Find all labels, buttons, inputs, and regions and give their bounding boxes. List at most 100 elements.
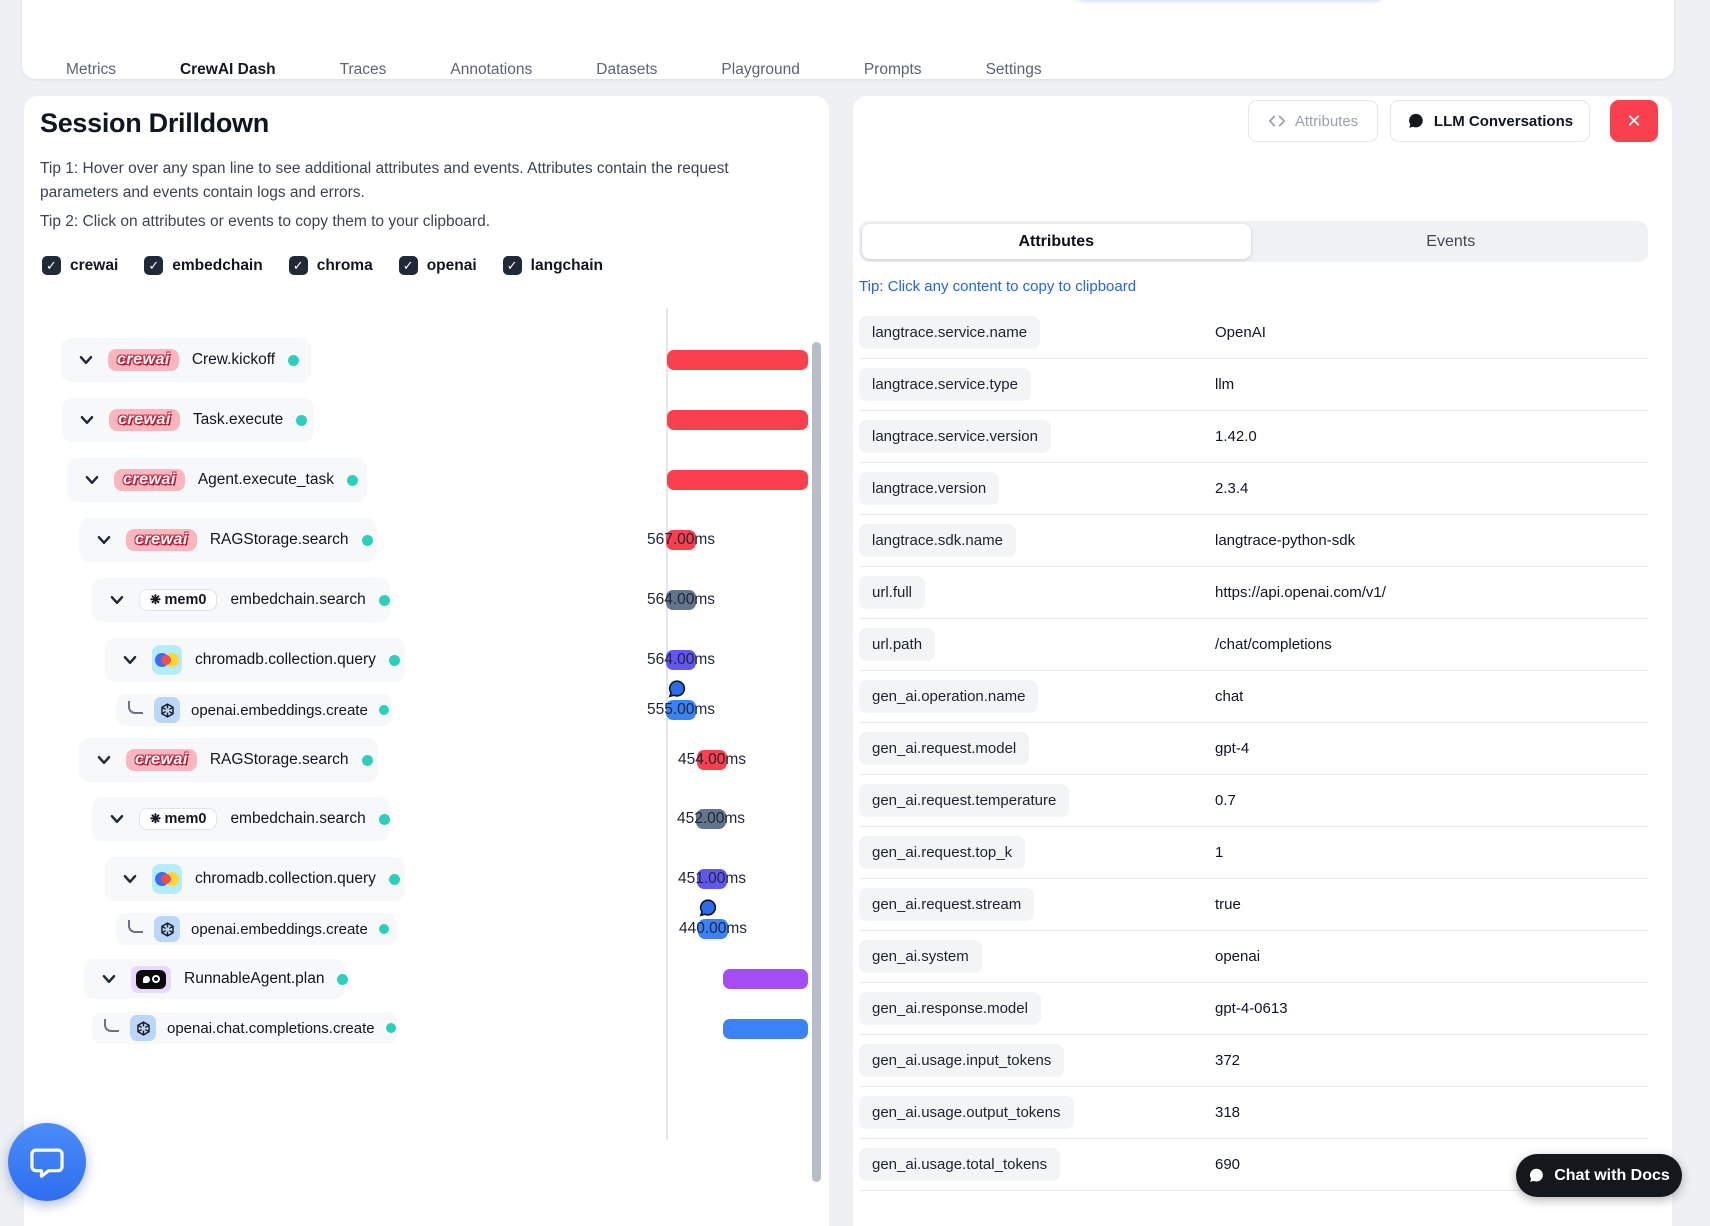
span-duration-bar[interactable] xyxy=(666,530,696,550)
attribute-value[interactable]: 2.3.4 xyxy=(1215,480,1249,497)
attribute-key[interactable]: gen_ai.system xyxy=(859,940,982,973)
span-duration-bar[interactable] xyxy=(666,650,696,670)
filter-openai[interactable]: openai xyxy=(398,256,477,275)
attribute-value[interactable]: gpt-4-0613 xyxy=(1215,1000,1288,1017)
chevron-down-icon[interactable] xyxy=(121,870,139,888)
chevron-down-icon[interactable] xyxy=(108,810,126,828)
attribute-value[interactable]: langtrace-python-sdk xyxy=(1215,532,1356,549)
attribute-value[interactable]: https://api.openai.com/v1/ xyxy=(1215,584,1386,601)
filter-crewai[interactable]: crewai xyxy=(42,256,118,275)
attributes-events-tabs: Attributes Events xyxy=(859,221,1648,262)
attribute-key[interactable]: url.path xyxy=(859,628,936,661)
vertical-scrollbar[interactable] xyxy=(812,342,821,1182)
attribute-key[interactable]: gen_ai.request.model xyxy=(859,732,1030,765)
filter-langchain[interactable]: langchain xyxy=(502,256,604,275)
attribute-value[interactable]: 1 xyxy=(1215,844,1224,861)
attribute-value[interactable]: 690 xyxy=(1215,1156,1241,1173)
chat-with-docs-button[interactable]: Chat with Docs xyxy=(1516,1154,1682,1197)
attribute-value[interactable]: 0.7 xyxy=(1215,792,1236,809)
attribute-key[interactable]: gen_ai.usage.input_tokens xyxy=(859,1044,1065,1077)
filter-embedchain[interactable]: embedchain xyxy=(144,256,263,275)
tab-prompts[interactable]: Prompts xyxy=(863,60,922,78)
tab-metrics[interactable]: Metrics xyxy=(66,60,116,78)
attribute-value[interactable]: 318 xyxy=(1215,1104,1241,1121)
attribute-value[interactable]: 372 xyxy=(1215,1052,1241,1069)
checkbox-embedchain[interactable] xyxy=(144,256,164,275)
attribute-value[interactable]: gpt-4 xyxy=(1215,740,1250,757)
attribute-key[interactable]: gen_ai.request.stream xyxy=(859,888,1035,921)
checkbox-langchain[interactable] xyxy=(502,256,522,275)
attribute-value[interactable]: llm xyxy=(1215,376,1235,393)
attribute-key[interactable]: langtrace.service.name xyxy=(859,316,1041,349)
attribute-key[interactable]: gen_ai.operation.name xyxy=(859,680,1039,713)
attributes-code-button[interactable]: Attributes xyxy=(1248,100,1378,142)
span-row-ragstorage-search[interactable]: crewai RAGStorage.search xyxy=(79,518,377,562)
span-row-openai-embeddings[interactable]: openai.embeddings.create xyxy=(116,694,393,726)
span-duration-bar[interactable] xyxy=(697,750,727,770)
filter-chroma[interactable]: chroma xyxy=(288,256,373,275)
checkbox-crewai[interactable] xyxy=(42,256,61,275)
filter-label: langchain xyxy=(530,256,604,274)
attribute-value[interactable]: openai xyxy=(1215,948,1261,965)
chevron-down-icon[interactable] xyxy=(78,411,96,429)
attribute-key[interactable]: gen_ai.response.model xyxy=(859,992,1041,1025)
span-duration-bar[interactable] xyxy=(696,809,726,829)
tab-attributes[interactable]: Attributes xyxy=(1018,232,1095,250)
attribute-value[interactable]: /chat/completions xyxy=(1215,636,1332,653)
chevron-down-icon[interactable] xyxy=(95,751,113,769)
span-row-openai-embeddings-2[interactable]: openai.embeddings.create xyxy=(116,913,397,945)
chevron-down-icon[interactable] xyxy=(77,351,95,369)
chevron-down-icon[interactable] xyxy=(121,651,139,669)
tab-events[interactable]: Events xyxy=(1426,232,1476,250)
attribute-key[interactable]: url.full xyxy=(859,576,926,609)
span-row-agent-execute-task[interactable]: crewai Agent.execute_task xyxy=(67,458,367,502)
llm-conversation-marker-icon[interactable] xyxy=(666,678,688,700)
copy-tip-link[interactable]: Tip: Click any content to copy to clipbo… xyxy=(859,278,1137,295)
span-duration-bar[interactable] xyxy=(723,969,808,989)
attribute-key[interactable]: gen_ai.usage.output_tokens xyxy=(859,1096,1074,1129)
chevron-down-icon[interactable] xyxy=(108,591,126,609)
attribute-key[interactable]: gen_ai.request.top_k xyxy=(859,836,1026,869)
span-duration-bar[interactable] xyxy=(667,350,808,370)
span-row-task-execute[interactable]: crewai Task.execute xyxy=(62,398,314,442)
attribute-key[interactable]: langtrace.sdk.name xyxy=(859,524,1016,557)
span-duration-bar[interactable] xyxy=(667,470,808,490)
span-row-runnableagent-plan[interactable]: RunnableAgent.plan xyxy=(84,959,349,999)
tab-traces[interactable]: Traces xyxy=(339,60,387,78)
llm-conversations-button[interactable]: LLM Conversations xyxy=(1390,100,1590,142)
close-button[interactable]: ✕ xyxy=(1610,100,1658,142)
span-row-crew-kickoff[interactable]: crewai Crew.kickoff xyxy=(61,338,311,382)
attribute-key[interactable]: langtrace.service.version xyxy=(859,420,1051,453)
chat-widget-button[interactable] xyxy=(8,1123,86,1201)
attribute-key[interactable]: gen_ai.request.temperature xyxy=(859,784,1070,817)
attribute-value[interactable]: OpenAI xyxy=(1215,324,1266,341)
tab-settings[interactable]: Settings xyxy=(985,60,1042,78)
span-row-embedchain-search-2[interactable]: mem0 embedchain.search xyxy=(92,797,390,841)
llm-conversation-marker-icon[interactable] xyxy=(697,897,719,919)
span-row-chromadb-query[interactable]: chromadb.collection.query xyxy=(105,638,405,682)
attribute-key[interactable]: gen_ai.usage.total_tokens xyxy=(859,1148,1061,1181)
checkbox-openai[interactable] xyxy=(398,256,418,275)
attribute-key[interactable]: langtrace.version xyxy=(859,472,1000,505)
span-row-chromadb-query-2[interactable]: chromadb.collection.query xyxy=(105,857,405,901)
span-row-ragstorage-search-2[interactable]: crewai RAGStorage.search xyxy=(79,738,378,782)
chevron-down-icon[interactable] xyxy=(95,531,113,549)
attribute-value[interactable]: true xyxy=(1215,896,1241,913)
tab-annotations[interactable]: Annotations xyxy=(450,60,533,78)
span-duration-bar[interactable] xyxy=(667,410,808,430)
span-duration-bar[interactable] xyxy=(666,700,696,720)
span-row-embedchain-search[interactable]: mem0 embedchain.search xyxy=(92,578,390,622)
chevron-down-icon[interactable] xyxy=(83,471,101,489)
attribute-value[interactable]: chat xyxy=(1215,688,1244,705)
attribute-key[interactable]: langtrace.service.type xyxy=(859,368,1031,401)
span-duration-bar[interactable] xyxy=(666,590,696,610)
checkbox-chroma[interactable] xyxy=(288,256,308,275)
tab-datasets[interactable]: Datasets xyxy=(596,60,658,78)
span-duration-bar[interactable] xyxy=(697,869,727,889)
span-row-openai-chat-completions[interactable]: openai.chat.completions.create xyxy=(92,1012,397,1044)
attribute-value[interactable]: 1.42.0 xyxy=(1215,428,1257,445)
tab-playground[interactable]: Playground xyxy=(721,60,800,78)
chevron-down-icon[interactable] xyxy=(100,970,118,988)
span-duration-bar[interactable] xyxy=(723,1019,808,1039)
span-duration-bar[interactable] xyxy=(698,919,728,939)
